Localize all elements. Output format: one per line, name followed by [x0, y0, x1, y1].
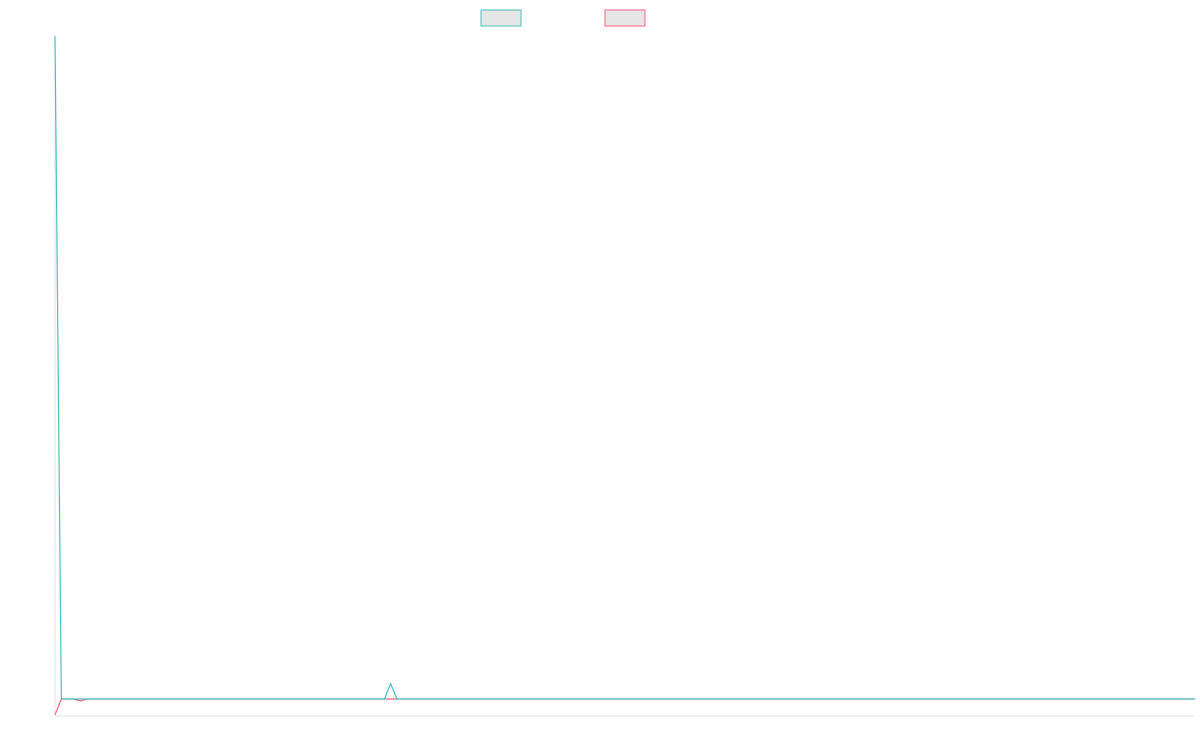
legend [480, 9, 646, 27]
series-layer [54, 35, 1195, 716]
axes [54, 36, 1195, 717]
series-line-2[interactable] [54, 698, 1195, 716]
legend-swatch-series-1[interactable] [480, 9, 522, 27]
legend-swatch-series-2[interactable] [604, 9, 646, 27]
series-line-1[interactable] [54, 35, 1195, 700]
